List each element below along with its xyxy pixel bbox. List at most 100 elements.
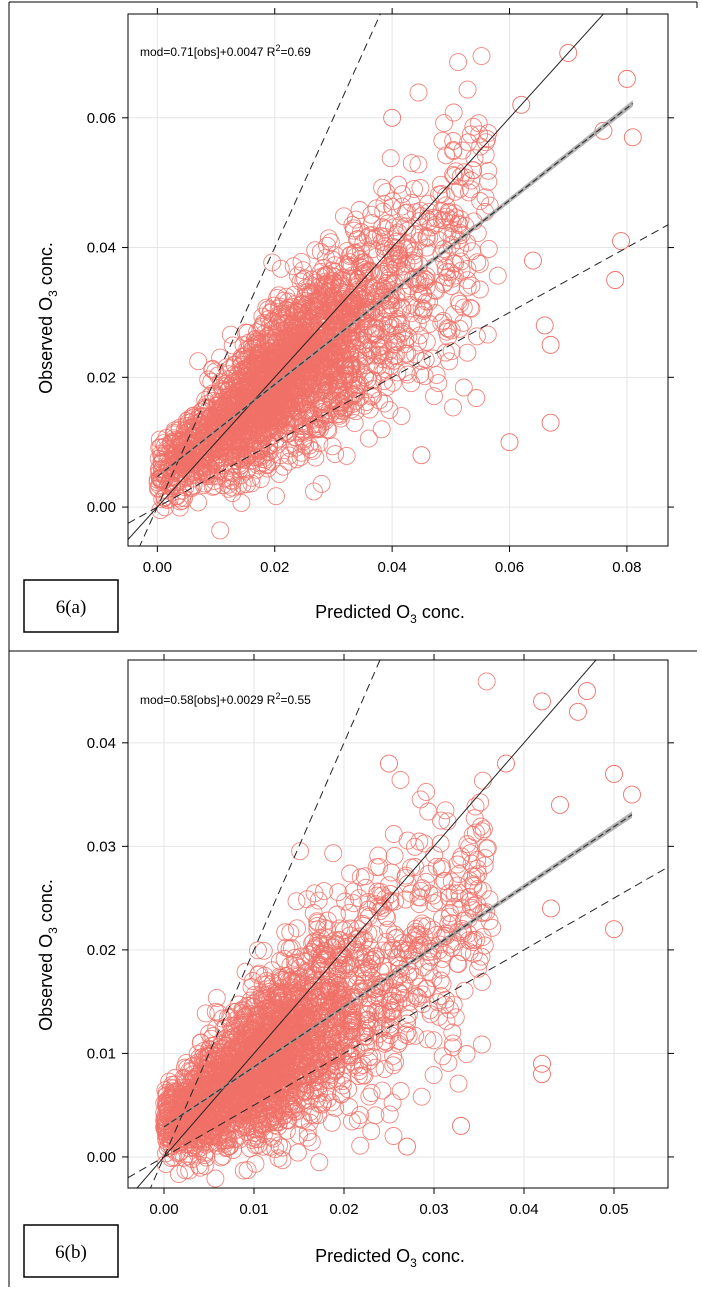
scatter-point xyxy=(221,369,240,388)
scatter-point xyxy=(310,354,329,373)
scatter-point xyxy=(461,299,480,317)
scatter-point xyxy=(324,307,343,326)
scatter-point xyxy=(362,978,381,997)
scatter-point xyxy=(306,420,325,439)
scatter-point xyxy=(164,1148,183,1167)
scatter-point xyxy=(163,1127,182,1146)
panel-a: 0.00 0.02 0.04 0.06 0.08 0.000.020.040.06 mo… xyxy=(23,8,674,633)
scatter-point xyxy=(383,192,402,211)
scatter-point xyxy=(384,1127,403,1145)
x-tick-label: 0.08 xyxy=(612,559,641,576)
scatter-point xyxy=(211,521,230,540)
scatter-point xyxy=(483,918,502,937)
scatter-point xyxy=(305,1106,324,1125)
scatter-point xyxy=(411,790,430,809)
scatter-point xyxy=(160,459,179,478)
scatter-point xyxy=(408,275,427,293)
scatter-point xyxy=(237,362,256,381)
scatter-point xyxy=(374,350,393,369)
scatter-point xyxy=(237,399,256,418)
scatter-point xyxy=(377,907,395,926)
scatter-point xyxy=(293,417,312,436)
scatter-point xyxy=(442,342,461,361)
scatter-point xyxy=(418,210,437,229)
scatter-point xyxy=(270,1077,289,1096)
scatter-point xyxy=(358,1000,377,1019)
scatter-point xyxy=(286,428,305,447)
scatter-point xyxy=(454,378,473,397)
scatter-point xyxy=(405,837,424,856)
scatter-point xyxy=(315,918,334,937)
scatter-point xyxy=(474,820,493,839)
scatter-point xyxy=(368,345,387,364)
scatter-point xyxy=(298,1128,317,1147)
scatter-point xyxy=(341,245,360,264)
scatter-point xyxy=(243,972,262,990)
scatter-point xyxy=(444,103,463,122)
scatter-point xyxy=(423,349,442,368)
scatter-point xyxy=(325,256,344,275)
scatter-point xyxy=(446,1008,465,1027)
scatter-point xyxy=(406,928,425,947)
scatter-point xyxy=(444,398,462,417)
scatter-point xyxy=(249,456,267,475)
scatter-point xyxy=(442,872,461,891)
scatter-point xyxy=(152,447,171,466)
scatter-point xyxy=(214,1125,233,1144)
scatter-point xyxy=(329,314,348,333)
scatter-point xyxy=(248,1120,267,1139)
scatter-point xyxy=(437,1011,456,1030)
scatter-point xyxy=(458,343,477,362)
scatter-point xyxy=(320,349,338,368)
panel-label-box xyxy=(23,579,119,633)
scatter-point xyxy=(306,937,325,955)
y-tick-label: 0.06 xyxy=(87,110,116,127)
scatter-point xyxy=(328,351,347,370)
scatter-point xyxy=(383,108,402,127)
scatter-point xyxy=(359,369,377,388)
scatter-point xyxy=(388,325,407,344)
scatter-point xyxy=(284,390,303,409)
scatter-point xyxy=(401,304,420,323)
scatter-point xyxy=(316,409,334,428)
scatter-point xyxy=(466,823,485,842)
scatter-point xyxy=(217,416,236,435)
scatter-point xyxy=(410,977,429,996)
scatter-point xyxy=(315,882,333,901)
scatter-point xyxy=(199,457,218,476)
scatter-point xyxy=(440,352,459,371)
scatter-point xyxy=(208,1136,227,1155)
scatter-point xyxy=(308,989,327,1008)
scatter-point xyxy=(334,955,353,974)
scatter-point xyxy=(358,286,377,305)
scatter-point xyxy=(420,228,439,247)
scatter-point xyxy=(440,888,459,907)
scatter-point xyxy=(299,404,318,423)
scatter-point xyxy=(384,351,403,370)
scatter-point xyxy=(345,414,364,433)
scatter-point xyxy=(458,260,477,278)
scatter-point xyxy=(438,242,457,261)
scatter-point xyxy=(451,850,470,869)
scatter-point xyxy=(238,413,257,432)
scatter-point xyxy=(175,1148,194,1167)
scatter-point xyxy=(479,161,498,180)
scatter-point xyxy=(322,1113,341,1132)
scatter-point xyxy=(433,131,452,150)
scatter-point xyxy=(340,312,359,331)
scatter-point xyxy=(458,278,477,297)
scatter-point xyxy=(233,1014,251,1032)
scatter-point xyxy=(177,411,196,430)
scatter-point xyxy=(276,330,294,349)
scatter-point xyxy=(163,443,182,462)
scatter-point xyxy=(285,948,304,967)
scatter-point xyxy=(279,452,298,471)
scatter-point xyxy=(464,161,482,180)
scatter-point xyxy=(326,445,345,464)
scatter-point xyxy=(462,180,480,199)
scatter-point xyxy=(452,252,471,271)
scatter-point xyxy=(444,1034,462,1053)
scatter-point xyxy=(276,392,295,411)
scatter-point xyxy=(239,425,258,444)
scatter-point xyxy=(196,1004,215,1023)
